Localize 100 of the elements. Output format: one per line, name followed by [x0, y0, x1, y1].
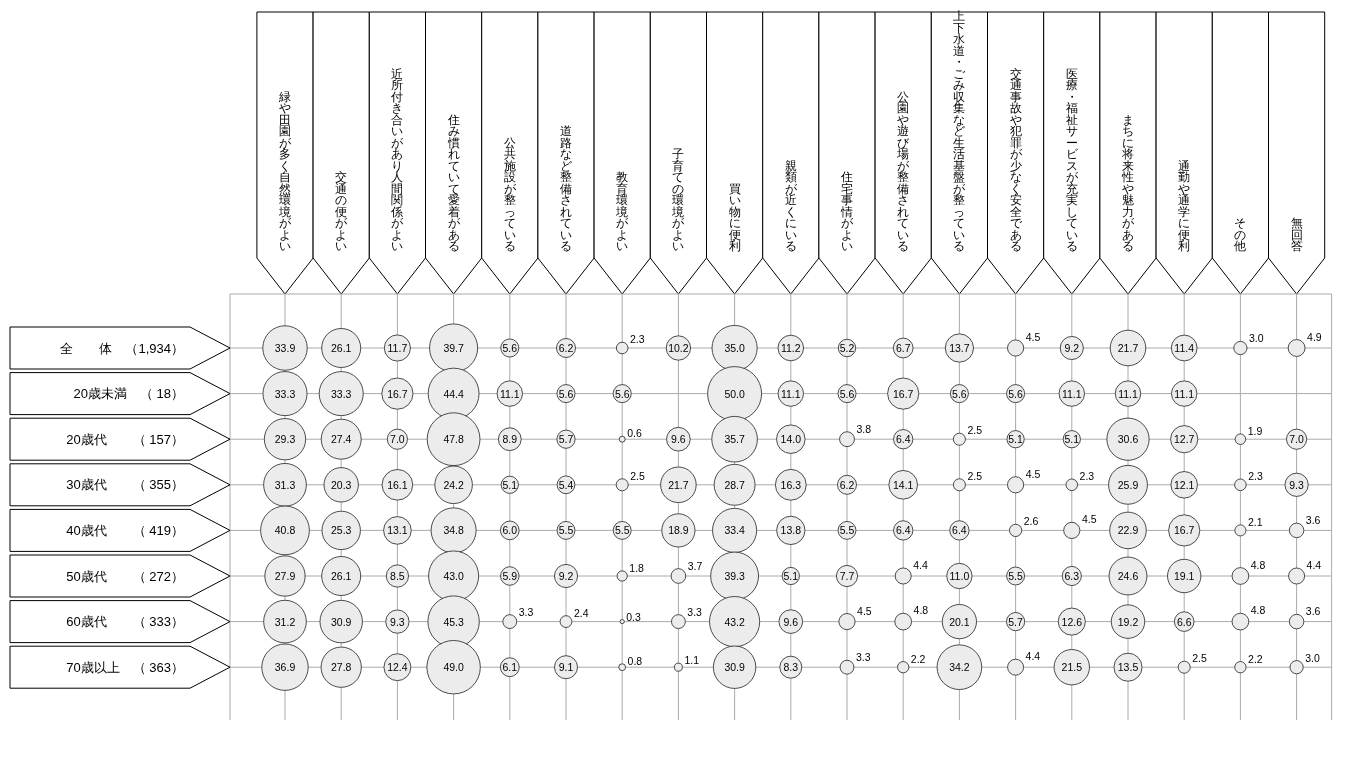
data-label: 43.0 [443, 570, 464, 582]
data-label: 5.1 [1064, 433, 1080, 446]
y-tick-label: 30歳代 （ 355） [66, 477, 184, 493]
data-label: 0.3 [626, 610, 642, 623]
data-label: 3.6 [1305, 605, 1321, 618]
data-label: 27.8 [330, 661, 352, 674]
data-label: 20.1 [949, 615, 970, 628]
data-label: 2.3 [1079, 470, 1095, 483]
data-label: 35.0 [724, 342, 745, 354]
data-label: 9.1 [558, 661, 574, 674]
data-label: 6.0 [502, 524, 518, 537]
data-label: 6.7 [895, 342, 911, 354]
data-label: 3.0 [1305, 651, 1320, 664]
category-label: 住み慣れていて愛着がある [447, 113, 460, 252]
data-label: 2.3 [1248, 470, 1263, 483]
data-label: 20.3 [330, 478, 352, 491]
data-label: 6.4 [895, 433, 911, 446]
data-label: 5.6 [614, 387, 630, 400]
category-label: 緑や田園が多く自然環境がよい [279, 90, 291, 252]
data-label: 34.2 [949, 661, 970, 674]
data-label: 12.7 [1173, 433, 1195, 446]
data-label: 16.7 [892, 387, 914, 400]
data-label: 4.4 [1306, 558, 1322, 571]
data-label: 13.5 [1117, 661, 1139, 674]
data-label: 5.6 [839, 387, 855, 400]
data-label: 7.0 [390, 433, 405, 446]
data-label: 5.7 [1008, 615, 1024, 628]
data-label: 5.6 [558, 387, 574, 400]
data-label: 9.6 [783, 615, 799, 628]
category-label: 上下水道・ごみ収集など生活基盤が整っている [953, 10, 966, 252]
data-label: 1.9 [1247, 424, 1263, 437]
data-label: 14.1 [892, 478, 914, 491]
data-label: 27.9 [274, 570, 296, 582]
data-label: 4.5 [1081, 513, 1097, 526]
data-label: 6.3 [1064, 570, 1080, 582]
data-label: 5.1 [502, 478, 518, 491]
data-label: 3.6 [1305, 514, 1321, 527]
data-label: 13.7 [949, 342, 970, 354]
data-label: 8.5 [390, 570, 405, 582]
data-label: 2.6 [1023, 515, 1039, 528]
data-label: 2.1 [1247, 515, 1263, 528]
data-label: 11.1 [1061, 387, 1082, 400]
data-label: 4.4 [1025, 650, 1041, 663]
data-label: 36.9 [274, 661, 296, 674]
data-label: 3.0 [1249, 332, 1264, 345]
data-label: 33.3 [330, 387, 352, 400]
x-tick-label: 交通の便がよい [335, 170, 349, 252]
data-label: 21.7 [1117, 342, 1139, 354]
data-label: 5.5 [839, 524, 855, 537]
data-label: 2.5 [1192, 652, 1207, 665]
data-label: 5.7 [558, 433, 574, 446]
data-label: 28.7 [724, 478, 745, 491]
data-label: 43.2 [724, 615, 745, 628]
data-label: 8.9 [502, 433, 518, 446]
y-tick-label: 60歳代 （ 333） [66, 614, 184, 630]
data-label: 44.4 [443, 387, 464, 400]
data-label: 24.2 [443, 478, 464, 491]
data-label: 14.0 [780, 433, 802, 446]
x-tick-label: その他 [1234, 217, 1247, 252]
data-label: 6.4 [952, 524, 967, 537]
category-label: 近所付き合いがあり人間関係がよい [391, 67, 404, 252]
data-label: 9.6 [671, 433, 686, 446]
data-label: 31.3 [274, 478, 296, 491]
data-label: 3.3 [687, 605, 703, 618]
data-label: 18.9 [668, 524, 689, 537]
data-label: 5.2 [839, 342, 855, 354]
data-label: 5.5 [614, 524, 630, 537]
x-tick-label: 買い物に便利 [728, 182, 741, 252]
data-label: 11.1 [1174, 387, 1195, 400]
data-label: 3.8 [856, 422, 872, 435]
category-label: 道路など整備されている [560, 125, 572, 252]
data-label: 2.3 [629, 333, 645, 346]
data-label: 3.3 [855, 651, 871, 664]
data-label: 26.1 [330, 342, 352, 354]
data-label: 4.5 [857, 604, 872, 617]
data-label: 2.4 [573, 606, 589, 619]
category-label: 公園や遊び場が整備されている [897, 90, 910, 252]
data-label: 13.8 [780, 524, 802, 537]
y-tick-label: 全 体 （1,934） [60, 340, 184, 356]
data-label: 9.2 [558, 570, 574, 582]
category-label: 公共施設が整っている [503, 136, 516, 252]
data-label: 4.5 [1025, 467, 1041, 480]
data-label: 30.6 [1117, 433, 1139, 446]
x-tick-label: 無回答 [1290, 217, 1303, 252]
data-label: 25.9 [1117, 478, 1139, 491]
data-label: 4.9 [1307, 330, 1322, 343]
data-label: 11.0 [949, 570, 970, 582]
data-label: 5.6 [952, 387, 967, 400]
data-label: 16.1 [387, 478, 408, 491]
data-label: 33.4 [724, 524, 745, 537]
data-label: 1.8 [629, 561, 645, 574]
data-label: 4.4 [913, 558, 928, 571]
data-label: 40.8 [274, 524, 296, 537]
data-label: 12.1 [1173, 478, 1195, 491]
data-label: 5.1 [1008, 433, 1024, 446]
y-tick-label: 20歳未満 （ 18） [73, 386, 184, 402]
data-label: 8.3 [783, 661, 799, 674]
data-label: 16.7 [387, 387, 408, 400]
data-label: 45.3 [443, 615, 464, 628]
data-label: 13.1 [387, 524, 408, 537]
